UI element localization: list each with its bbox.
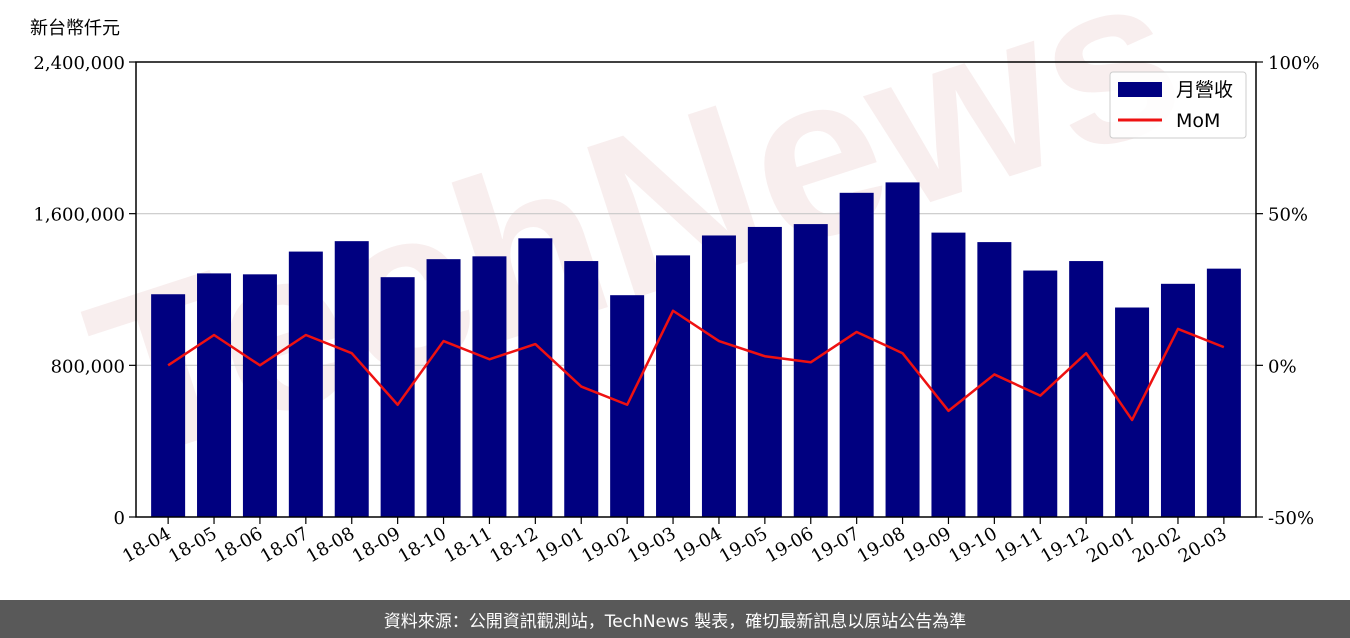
x-tick-label: 19-12: [1037, 523, 1092, 567]
y-right-tick-label: 50%: [1268, 205, 1308, 226]
bar-20-01: [1115, 307, 1150, 517]
x-tick-label: 19-06: [762, 523, 817, 567]
y-axis-unit-label: 新台幣仟元: [30, 18, 120, 39]
bar-18-12: [518, 238, 553, 517]
x-tick-label: 18-06: [211, 523, 266, 567]
x-tick-label: 20-02: [1129, 523, 1184, 567]
bar-19-07: [839, 192, 874, 517]
x-tick-label: 19-11: [991, 523, 1046, 567]
bar-19-03: [656, 255, 691, 517]
x-tick-label: 19-10: [945, 523, 1000, 567]
x-tick-label: 20-03: [1175, 523, 1230, 567]
y-right-tick-label: 0%: [1268, 356, 1297, 377]
legend-label-bar: 月營收: [1176, 79, 1233, 101]
bar-18-10: [426, 259, 461, 517]
bar-20-02: [1160, 283, 1195, 517]
bar-19-05: [747, 226, 782, 517]
source-footer: 資料來源：公開資訊觀測站，TechNews 製表，確切最新訊息以原站公告為準: [0, 600, 1350, 638]
x-tick-label: 19-02: [578, 523, 633, 567]
x-tick-label: 18-09: [349, 523, 404, 567]
bar-19-12: [1069, 261, 1104, 517]
bar-19-01: [564, 261, 599, 517]
legend-label-line: MoM: [1176, 110, 1220, 132]
bar-18-09: [380, 277, 415, 517]
bar-18-05: [197, 273, 232, 517]
plot-frame: [135, 61, 1257, 518]
x-tick-label: 19-08: [854, 523, 909, 567]
mom-line: [167, 309, 1225, 422]
chart-svg: TechNews0800,0001,600,0002,400,000-50%0%…: [33, 0, 1319, 567]
bar-18-04: [151, 294, 186, 517]
x-tick-label: 19-07: [808, 523, 863, 567]
x-tick-label: 20-01: [1083, 523, 1138, 567]
x-tick-label: 19-09: [900, 523, 955, 567]
x-tick-label: 18-10: [395, 523, 450, 567]
x-tick-label: 19-03: [624, 523, 679, 567]
legend-swatch-bar: [1118, 82, 1162, 97]
x-tick-label: 19-01: [532, 523, 587, 567]
y-left-tick-label: 1,600,000: [33, 205, 125, 226]
x-tick-label: 18-08: [303, 523, 358, 567]
y-right-tick-label: 100%: [1268, 53, 1319, 74]
bar-19-06: [793, 224, 828, 517]
y-left-tick-label: 800,000: [51, 356, 125, 377]
chart-area: 新台幣仟元 TechNews 0 800,000 1,600,000 2,400,000…: [30, 0, 1319, 567]
bar-18-07: [288, 251, 323, 518]
bar-19-02: [610, 295, 645, 517]
bar-19-08: [885, 182, 920, 517]
y-left-tick-label: 0: [114, 508, 125, 529]
x-tick-label: 18-11: [441, 523, 496, 567]
x-tick-label: 19-04: [670, 523, 725, 567]
bar-19-04: [701, 235, 736, 517]
bar-19-11: [1023, 270, 1058, 517]
bar-18-06: [242, 274, 277, 517]
y-left-tick-label: 2,400,000: [33, 53, 125, 74]
bar-18-11: [472, 256, 507, 517]
bar-20-03: [1206, 268, 1241, 517]
x-tick-label: 18-04: [119, 523, 174, 567]
x-tick-label: 18-07: [257, 523, 312, 567]
bar-19-09: [931, 232, 966, 517]
x-tick-label: 19-05: [716, 523, 771, 567]
bar-18-08: [334, 241, 369, 517]
x-tick-label: 18-05: [165, 523, 220, 567]
y-right-tick-label: -50%: [1268, 508, 1314, 529]
x-tick-label: 18-12: [486, 523, 541, 567]
